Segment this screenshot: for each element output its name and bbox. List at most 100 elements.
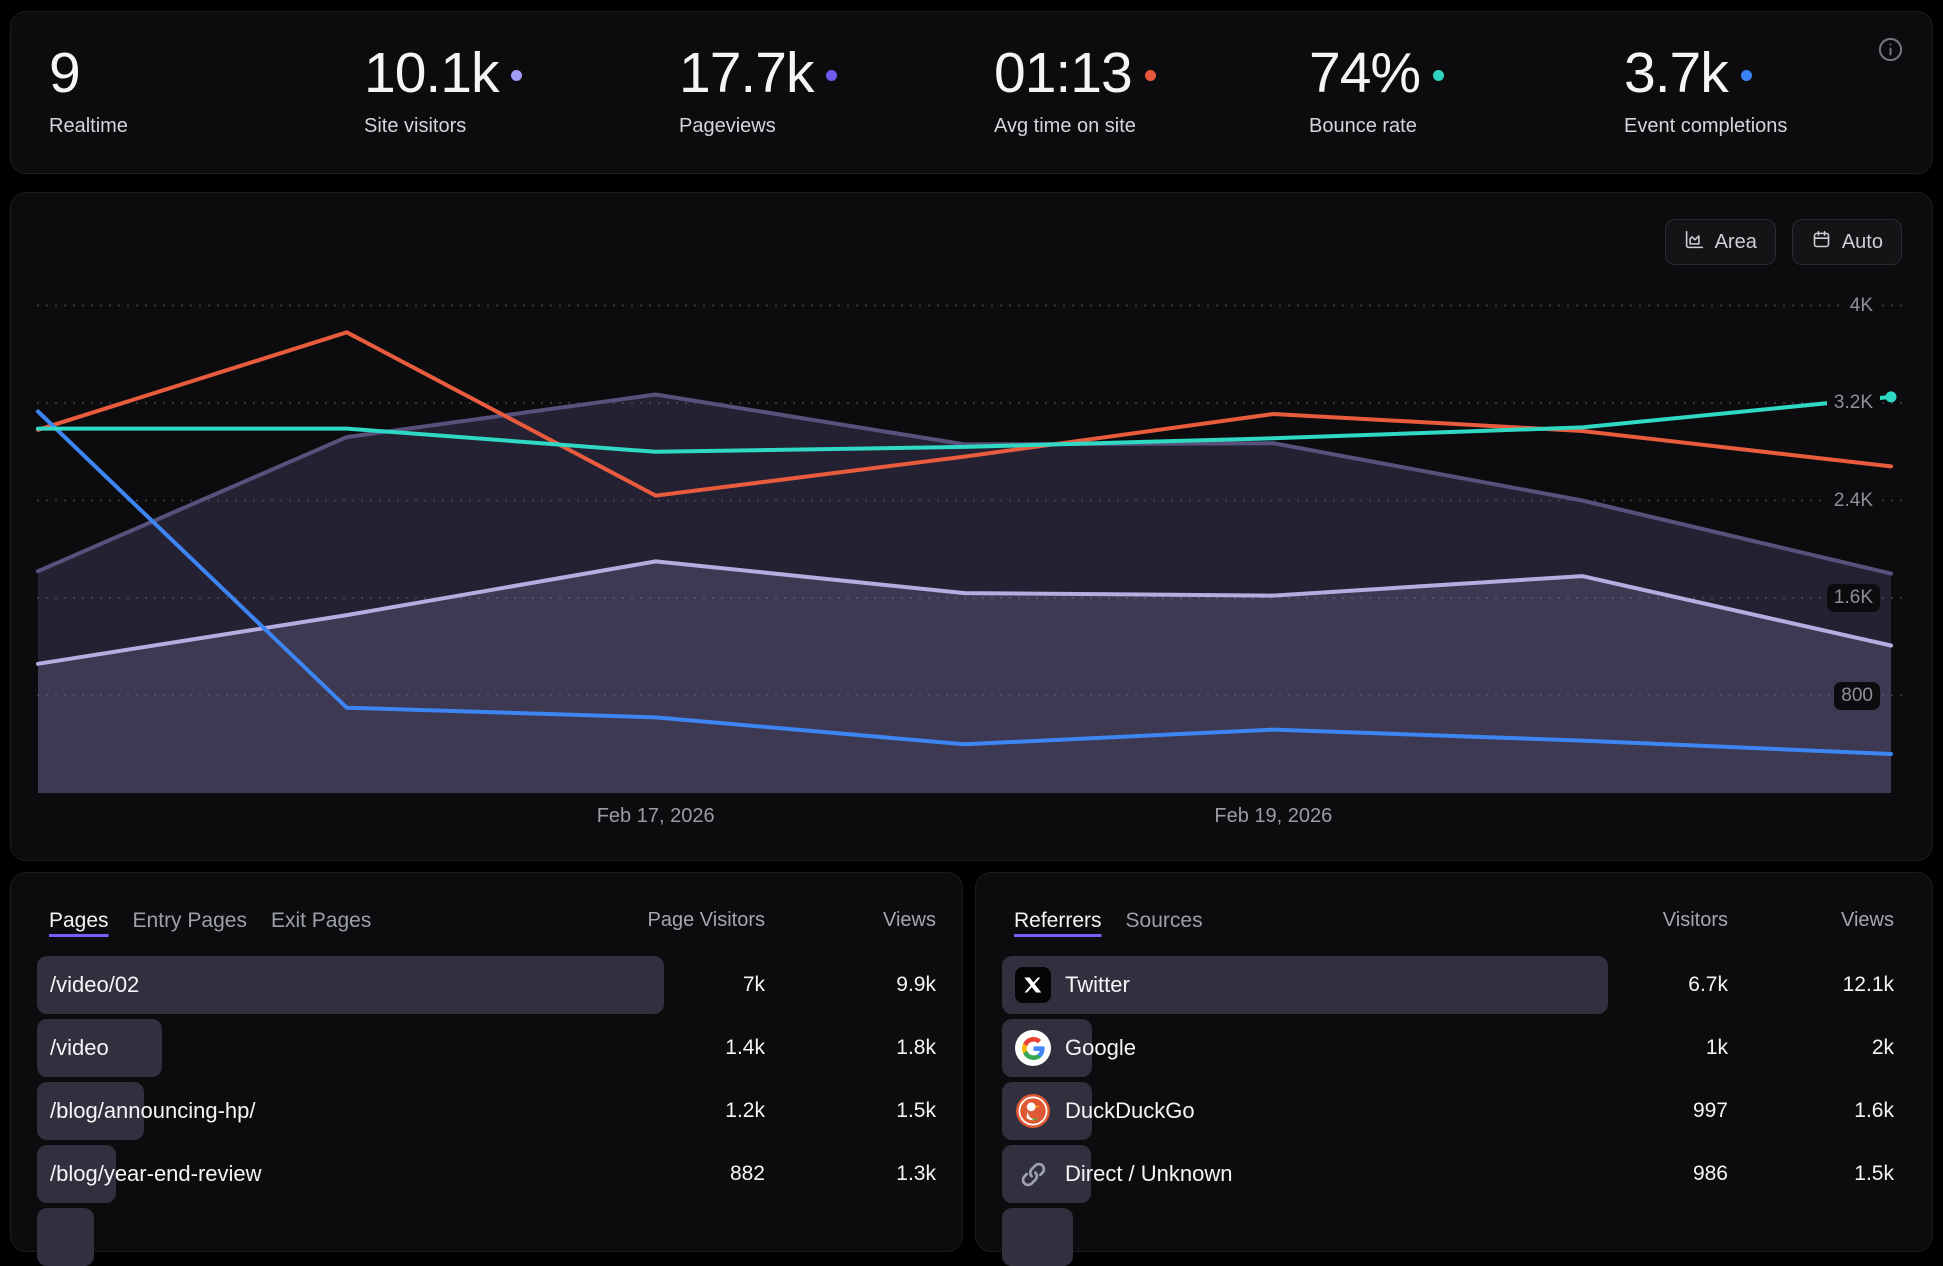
- tab-referrers[interactable]: Referrers: [1014, 909, 1102, 932]
- referrer-visitors-value: 1k: [1705, 1036, 1728, 1059]
- page-views-value: 1.3k: [896, 1162, 936, 1185]
- column-header-views: Views: [1841, 909, 1894, 931]
- tab-exit-pages[interactable]: Exit Pages: [270, 909, 372, 932]
- referrer-row[interactable]: Twitter 6.7k 12.1k: [1002, 956, 1906, 1014]
- referrer-views-value: 1.5k: [1854, 1162, 1894, 1185]
- referrer-views-value: 2k: [1871, 1036, 1894, 1059]
- page-bar: [37, 1145, 116, 1203]
- x-axis-tick: Feb 19, 2026: [1214, 805, 1333, 827]
- page-label: /blog/year-end-review: [50, 1161, 262, 1186]
- pages-panel-header: Pages Entry Pages Exit Pages Page Visito…: [37, 909, 936, 939]
- tab-entry-pages[interactable]: Entry Pages: [132, 909, 247, 932]
- referrer-label: DuckDuckGo: [1002, 1082, 1906, 1140]
- y-axis-tick-3.2K: 3.2K: [1826, 389, 1880, 417]
- referrer-label: Direct / Unknown: [1002, 1145, 1906, 1203]
- referrer-views-value: 12.1k: [1842, 973, 1894, 996]
- stat-value: 17.7k: [679, 41, 814, 105]
- page-label: [37, 1208, 936, 1266]
- teal-line-series: [36, 394, 1893, 454]
- pages-panel: Pages Entry Pages Exit Pages Page Visito…: [10, 872, 963, 1266]
- x-axis-tick: Feb 17, 2026: [596, 805, 715, 827]
- stat-value: 9: [49, 41, 81, 105]
- y-axis-tick-4K: 4K: [1842, 291, 1880, 320]
- stat-value: 10.1k: [364, 41, 499, 105]
- stat-site-visitors: 10.1k Site visitors: [364, 45, 679, 173]
- stat-label: Pageviews: [679, 115, 776, 137]
- stat-color-dot: [511, 70, 523, 81]
- stat-value: 3.7k: [1624, 41, 1729, 105]
- dark-purple-area-series: [36, 392, 1893, 576]
- referrer-row-partial: [1002, 1208, 1906, 1266]
- traffic-area-chart[interactable]: [11, 193, 1932, 860]
- page-bar: [37, 956, 664, 1014]
- stat-realtime: 9 Realtime: [49, 45, 364, 173]
- page-row[interactable]: /blog/year-end-review 882 1.3k: [37, 1145, 936, 1203]
- stat-color-dot: [1433, 70, 1445, 81]
- referrer-row[interactable]: DuckDuckGo 997 1.6k: [1002, 1082, 1906, 1140]
- referrer-label: [1002, 1208, 1906, 1266]
- page-visitors-value: 882: [729, 1162, 765, 1185]
- stat-value: 01:13: [994, 41, 1133, 105]
- page-views-value: 1.8k: [896, 1036, 936, 1059]
- referrer-row[interactable]: Direct / Unknown 986 1.5k: [1002, 1145, 1906, 1203]
- referrer-bar: [1002, 1145, 1091, 1203]
- stat-bounce-rate: 74% Bounce rate: [1309, 45, 1624, 173]
- chart-type-button[interactable]: Area: [1664, 219, 1776, 265]
- page-views-value: 9.9k: [896, 973, 936, 996]
- chart-type-label: Area: [1714, 230, 1757, 253]
- stat-avg-time-on-site: 01:13 Avg time on site: [994, 45, 1309, 173]
- traffic-chart-card: Area Auto 4K 3.2K 2.4K 1.6K 800 Feb 17, 2026…: [10, 192, 1933, 861]
- google-icon: [1015, 1030, 1051, 1066]
- page-label: /blog/announcing-hp/: [50, 1098, 256, 1123]
- teal-line-end-dot: [1885, 391, 1897, 403]
- stat-pageviews: 17.7k Pageviews: [679, 45, 994, 173]
- stat-label: Event completions: [1624, 115, 1788, 137]
- pages-table: /video/02 7k 9.9k/video 1.4k 1.8k/blog/annou…: [37, 956, 936, 1266]
- area-chart-icon: [1684, 229, 1705, 256]
- tab-sources[interactable]: Sources: [1125, 909, 1203, 932]
- stat-label: Avg time on site: [994, 115, 1136, 137]
- page-visitors-value: 1.2k: [725, 1099, 765, 1122]
- tab-pages[interactable]: Pages: [49, 909, 109, 932]
- link-icon: [1015, 1156, 1051, 1192]
- referrer-row[interactable]: Google 1k 2k: [1002, 1019, 1906, 1077]
- stat-label: Bounce rate: [1309, 115, 1417, 137]
- column-header-views: Views: [883, 909, 936, 931]
- y-axis-tick-2.4K: 2.4K: [1826, 486, 1880, 515]
- referrers-panel: Referrers Sources Visitors Views Twitter…: [975, 872, 1933, 1266]
- page-views-value: 1.5k: [896, 1099, 936, 1122]
- page-bar: [37, 1019, 162, 1077]
- referrer-visitors-value: 986: [1692, 1162, 1728, 1185]
- y-axis-tick-800: 800: [1834, 681, 1880, 710]
- date-range-button[interactable]: Auto: [1791, 219, 1902, 265]
- page-row[interactable]: /blog/announcing-hp/1.2k 1.5k: [37, 1082, 936, 1140]
- stats-summary-card: 9 Realtime 10.1k Site visitors 17.7k Pagev…: [10, 11, 1933, 174]
- page-row[interactable]: /video 1.4k 1.8k: [37, 1019, 936, 1077]
- referrer-views-value: 1.6k: [1854, 1099, 1894, 1122]
- page-visitors-value: 1.4k: [725, 1036, 765, 1059]
- stat-label: Site visitors: [364, 115, 467, 137]
- stat-color-dot: [826, 70, 838, 81]
- page-row[interactable]: /video/02 7k 9.9k: [37, 956, 936, 1014]
- referrer-label: Twitter: [1002, 956, 1906, 1014]
- date-range-label: Auto: [1841, 230, 1883, 253]
- info-icon[interactable]: [1877, 36, 1904, 68]
- page-visitors-value: 7k: [742, 973, 765, 996]
- page-bar: [37, 1082, 144, 1140]
- x-logo-icon: [1015, 967, 1051, 1003]
- referrers-table: Twitter 6.7k 12.1k Google 1k 2k DuckDuckGo 997 1…: [1002, 956, 1906, 1266]
- referrer-bar: [1002, 956, 1608, 1014]
- stat-value: 74%: [1309, 41, 1421, 105]
- blue-line-series: [36, 409, 1893, 756]
- page-label: /video/02: [50, 972, 140, 997]
- referrer-visitors-value: 997: [1692, 1099, 1728, 1122]
- referrers-panel-header: Referrers Sources Visitors Views: [1002, 909, 1906, 939]
- referrer-visitors-value: 6.7k: [1688, 973, 1728, 996]
- referrer-label: Google: [1002, 1019, 1906, 1077]
- page-row-partial: [37, 1208, 936, 1266]
- stat-color-dot: [1740, 70, 1752, 81]
- stat-color-dot: [1144, 70, 1156, 81]
- duckduckgo-icon: [1015, 1093, 1051, 1129]
- orange-line-series: [36, 330, 1893, 498]
- stat-label: Realtime: [49, 115, 128, 137]
